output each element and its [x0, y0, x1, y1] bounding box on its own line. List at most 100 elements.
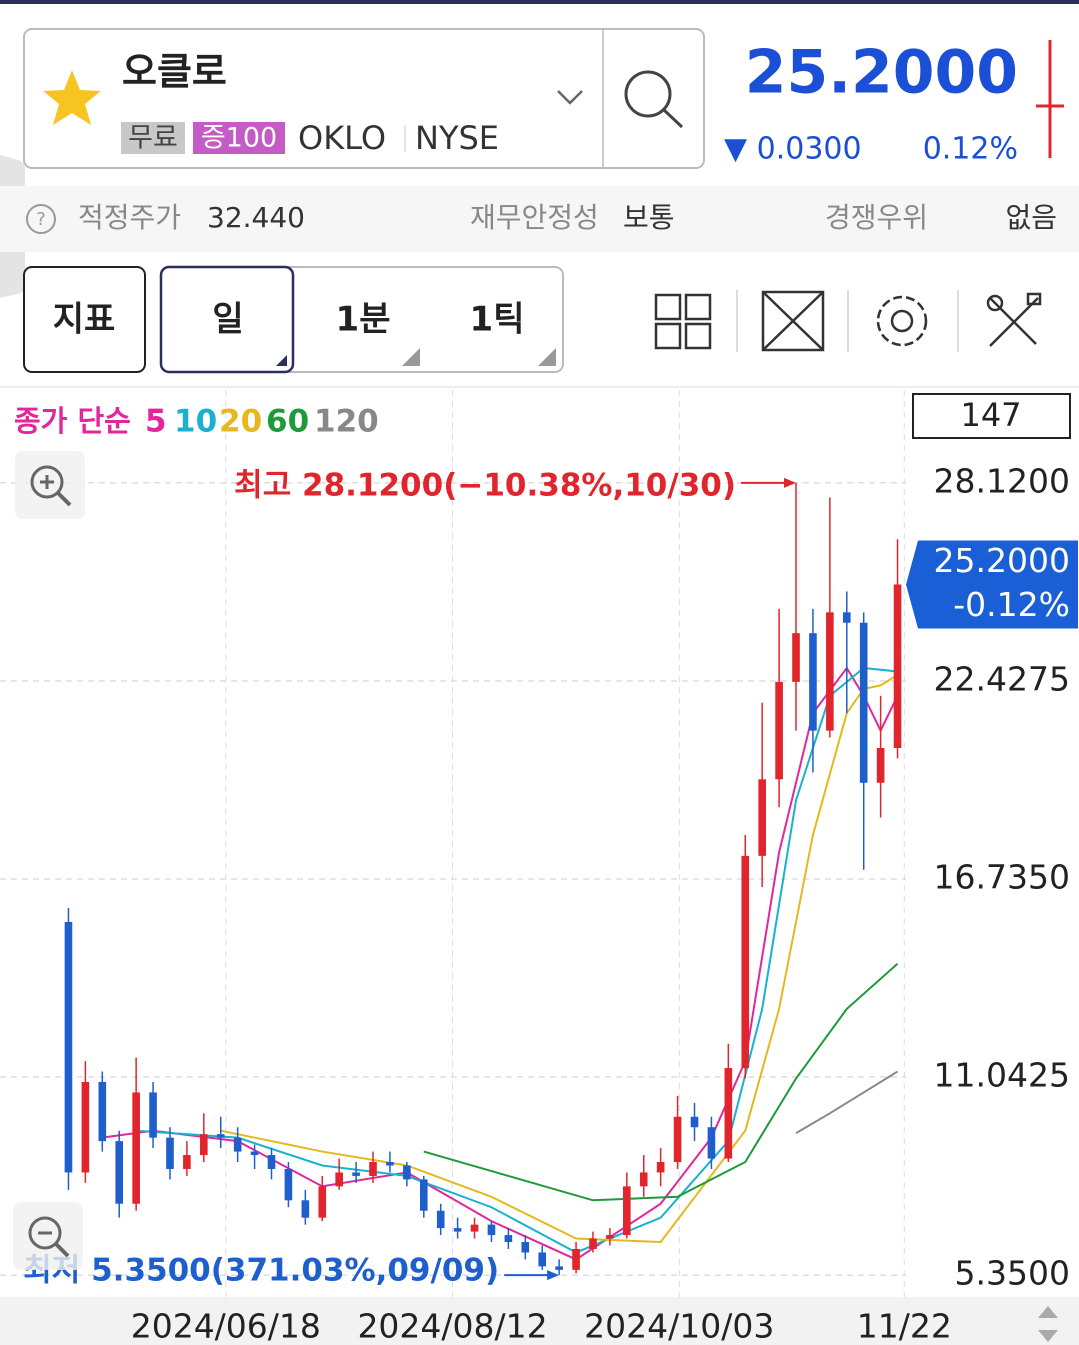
label: 경쟁우위	[825, 201, 928, 234]
zoom-button[interactable]	[13, 1202, 83, 1270]
indicator-button[interactable]	[23, 266, 146, 373]
candle-body	[352, 1172, 360, 1176]
candle-body	[842, 612, 851, 623]
period-button[interactable]: 1분	[336, 300, 391, 340]
candle-body	[64, 921, 73, 1173]
candle-body	[606, 1235, 614, 1239]
count-box	[912, 393, 1071, 439]
legend-entry: 10	[174, 404, 217, 440]
price: 25.2000	[745, 38, 1018, 108]
legend-entry: 120	[314, 404, 379, 440]
candle-body	[690, 1116, 699, 1128]
candle-body	[792, 633, 800, 682]
candle-body	[149, 1092, 157, 1138]
candle-body	[893, 584, 902, 748]
scroll-icon[interactable]	[1038, 1306, 1058, 1318]
tag: 증100	[201, 123, 277, 154]
ma-line	[795, 1070, 899, 1134]
zoom-icon	[56, 491, 72, 507]
candle-body	[403, 1165, 411, 1180]
candle-body	[859, 622, 868, 783]
stock-name: 오클로	[122, 50, 227, 94]
candle-body	[521, 1242, 530, 1253]
candle-body	[758, 779, 766, 856]
candle-body	[673, 1116, 682, 1163]
corner-mark	[538, 348, 556, 366]
candle-body	[81, 1081, 90, 1173]
candle-body	[741, 855, 750, 1069]
candle-body	[470, 1224, 479, 1232]
corner-mark	[402, 348, 420, 366]
candle-body	[301, 1200, 310, 1218]
candle-body	[656, 1162, 665, 1173]
candle-body	[876, 747, 885, 783]
value: 32.440	[207, 201, 305, 234]
chart: 5.3500 11.0425 16.7350 22.4275 28.1200 2024/0…	[0, 390, 1079, 1345]
candle-body	[233, 1137, 242, 1152]
dropdown-icon[interactable]	[557, 90, 583, 105]
candle-body	[623, 1186, 631, 1236]
label: 재무안정성	[470, 201, 599, 234]
zoom-button[interactable]	[15, 451, 85, 519]
candle-body	[284, 1168, 293, 1201]
candle-body	[98, 1081, 107, 1142]
tag-bg	[121, 122, 185, 154]
legend-label: 종가 단순	[14, 404, 131, 438]
x-tick-label: 2024/10/03	[584, 1307, 774, 1345]
annotation-arrow	[547, 1270, 560, 1281]
candle-body	[826, 612, 834, 731]
scroll-icon	[1038, 1330, 1058, 1342]
candle-body	[132, 1092, 140, 1204]
corner-mark	[276, 355, 287, 366]
help-icon: ?	[36, 209, 46, 230]
candle-body	[589, 1238, 597, 1249]
exchange: NYSE	[415, 119, 499, 157]
ma-line	[423, 962, 899, 1202]
x-tick-label: 2024/08/12	[357, 1307, 547, 1345]
candle-body	[386, 1162, 394, 1166]
legend-entry: 20	[219, 404, 262, 440]
search-icon	[662, 108, 684, 129]
candle-body	[318, 1186, 327, 1218]
annotation-arrow	[784, 477, 797, 488]
candle-body	[453, 1228, 462, 1232]
tools-icon[interactable]	[986, 292, 1042, 347]
price-tag-label: 25.2000	[934, 541, 1070, 580]
change-rate: 0.12%	[923, 132, 1018, 167]
candle-body	[436, 1210, 445, 1229]
y-tick-label: 28.1200	[934, 461, 1070, 500]
legend-entry: 5	[145, 404, 167, 440]
zoom-icon	[28, 1216, 62, 1250]
layout-icon[interactable]	[654, 293, 712, 350]
period-button[interactable]: 1틱	[470, 300, 525, 340]
candle-body	[183, 1155, 191, 1169]
candle-body	[707, 1127, 716, 1159]
favorite-star[interactable]	[43, 70, 101, 125]
settings-icon[interactable]	[876, 295, 928, 347]
period-button[interactable]	[159, 265, 295, 374]
ma-line	[136, 666, 898, 1254]
candle-body	[775, 681, 783, 780]
candle-body	[538, 1252, 547, 1267]
tag-bg	[193, 122, 285, 154]
y-tick-label: 22.4275	[934, 659, 1070, 698]
search-icon[interactable]	[624, 70, 672, 118]
help-icon[interactable]	[26, 204, 56, 234]
zoom-icon	[54, 1242, 70, 1258]
fullscreen-icon[interactable]	[761, 290, 825, 352]
x-tick-label: 11/22	[857, 1307, 952, 1345]
fundamentals-bar	[0, 186, 1079, 252]
candle-body	[250, 1151, 259, 1156]
candle-body	[267, 1155, 276, 1169]
period-button: 일	[212, 300, 243, 340]
candle-body	[809, 633, 817, 731]
legend-entry: 60	[266, 404, 309, 440]
price-tag-label: -0.12%	[953, 585, 1070, 624]
low-annotation: 최저 5.3500(371.03%,09/09)	[23, 1253, 499, 1289]
x-axis-bar	[0, 1297, 1079, 1345]
change: ▼ 0.0300	[724, 132, 862, 167]
candle-body	[639, 1172, 648, 1187]
ma-line	[102, 666, 899, 1261]
